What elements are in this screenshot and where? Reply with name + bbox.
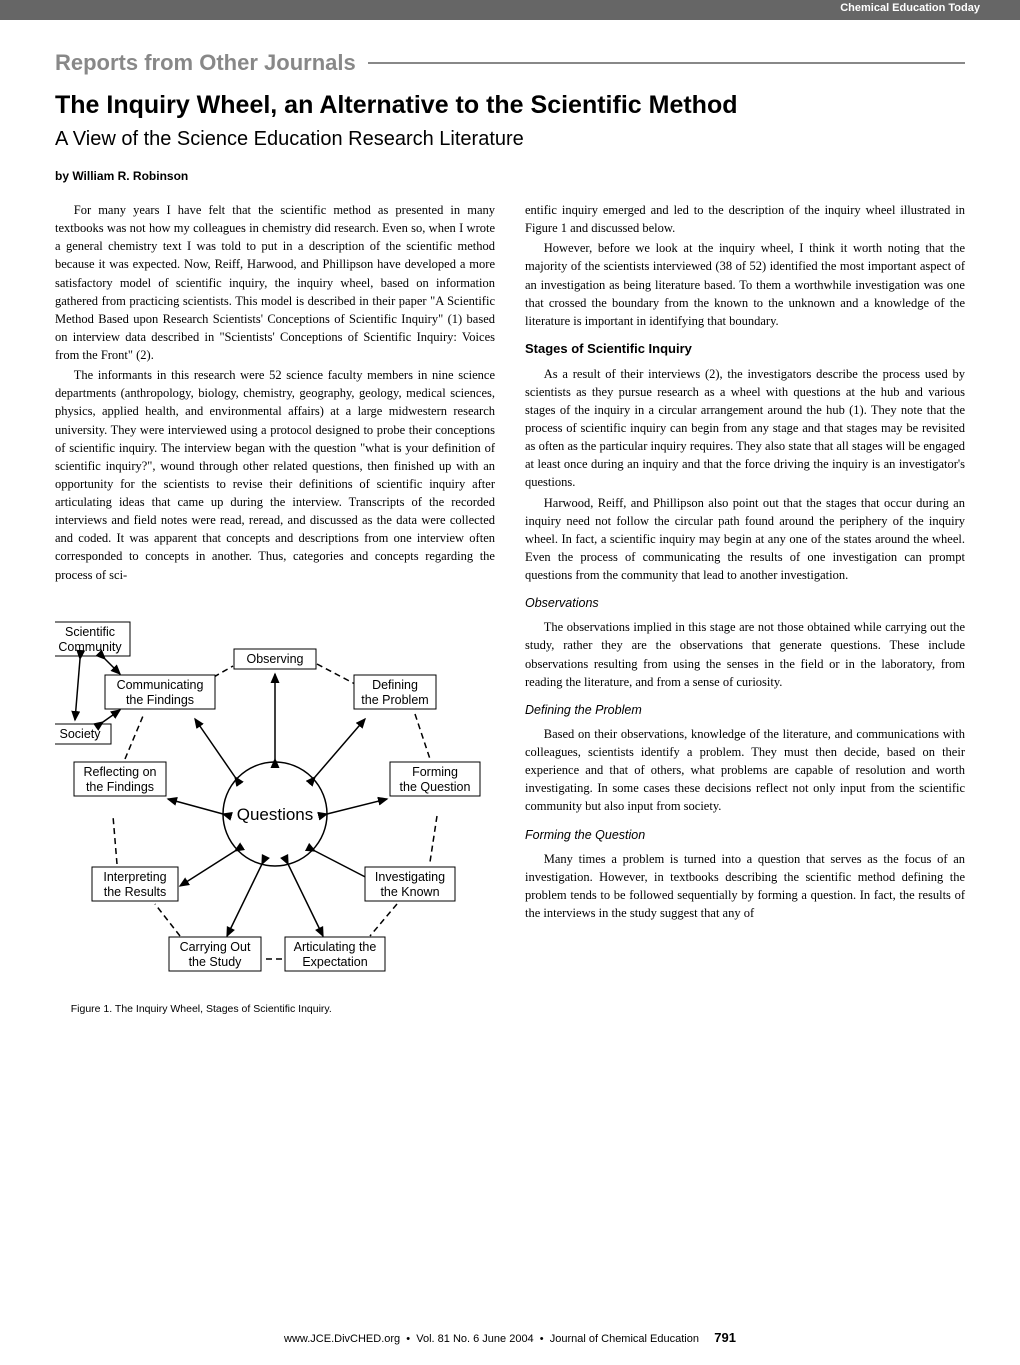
para-8: Based on their observations, knowledge o… xyxy=(525,725,965,816)
para-7: The observations implied in this stage a… xyxy=(525,618,965,691)
footer-page: 791 xyxy=(714,1330,736,1345)
para-3: entific inquiry emerged and led to the d… xyxy=(525,201,965,237)
node-defining: Defining the Problem xyxy=(354,675,436,709)
heading-defining: Defining the Problem xyxy=(525,701,965,719)
svg-text:Forming: Forming xyxy=(412,765,458,779)
journal-label: Chemical Education Today xyxy=(840,2,980,14)
heading-forming: Forming the Question xyxy=(525,826,965,844)
figure-1-caption: Figure 1. The Inquiry Wheel, Stages of S… xyxy=(55,1002,495,1017)
svg-text:Communicating: Communicating xyxy=(117,678,204,692)
para-2: The informants in this research were 52 … xyxy=(55,366,495,584)
para-1: For many years I have felt that the scie… xyxy=(55,201,495,364)
page-content: Reports from Other Journals The Inquiry … xyxy=(0,20,1020,1037)
footer-journal: Journal of Chemical Education xyxy=(550,1333,699,1345)
section-line xyxy=(368,62,965,64)
node-reflecting: Reflecting on the Findings xyxy=(74,762,166,796)
node-scientific-community: Scientific Community xyxy=(55,622,130,656)
footer: www.JCE.DivCHED.org • Vol. 81 No. 6 June… xyxy=(0,1330,1020,1345)
svg-text:the Problem: the Problem xyxy=(361,693,428,707)
svg-text:the Question: the Question xyxy=(400,780,471,794)
heading-observations: Observations xyxy=(525,594,965,612)
svg-text:Reflecting on: Reflecting on xyxy=(84,765,157,779)
node-communicating: Communicating the Findings xyxy=(105,675,215,709)
body-columns: For many years I have felt that the scie… xyxy=(55,201,965,1017)
svg-text:Scientific: Scientific xyxy=(65,625,115,639)
arrow-society-comm xyxy=(103,710,120,722)
node-articulating: Articulating the Expectation xyxy=(285,937,385,971)
article-title: The Inquiry Wheel, an Alternative to the… xyxy=(55,91,965,120)
node-observing: Observing xyxy=(234,649,316,669)
inquiry-wheel-figure: Questions xyxy=(55,604,495,994)
arrow-sci-comm xyxy=(105,659,120,674)
para-9: Many times a problem is turned into a qu… xyxy=(525,850,965,923)
section-rule: Reports from Other Journals xyxy=(55,50,965,76)
section-title: Reports from Other Journals xyxy=(55,50,368,76)
arrow-sci-society xyxy=(75,659,80,720)
node-interpreting: Interpreting the Results xyxy=(92,867,178,901)
byline: by William R. Robinson xyxy=(55,169,965,183)
hub-label: Questions xyxy=(237,805,314,824)
svg-text:the Known: the Known xyxy=(380,885,439,899)
svg-text:Investigating: Investigating xyxy=(375,870,445,884)
svg-text:Observing: Observing xyxy=(247,652,304,666)
footer-vol: Vol. 81 No. 6 June 2004 xyxy=(416,1333,533,1345)
svg-text:Community: Community xyxy=(58,640,122,654)
node-carrying: Carrying Out the Study xyxy=(169,937,261,971)
svg-text:the Study: the Study xyxy=(189,955,243,969)
svg-text:Carrying Out: Carrying Out xyxy=(180,940,251,954)
footer-url: www.JCE.DivCHED.org xyxy=(284,1333,400,1345)
svg-text:Defining: Defining xyxy=(372,678,418,692)
para-4: However, before we look at the inquiry w… xyxy=(525,239,965,330)
svg-text:Society: Society xyxy=(60,727,102,741)
heading-stages: Stages of Scientific Inquiry xyxy=(525,340,965,359)
header-bar: Chemical Education Today xyxy=(0,0,1020,20)
node-forming: Forming the Question xyxy=(390,762,480,796)
svg-text:Expectation: Expectation xyxy=(302,955,367,969)
svg-text:the Findings: the Findings xyxy=(126,693,194,707)
para-6: Harwood, Reiff, and Phillipson also poin… xyxy=(525,494,965,585)
figure-1-container: Questions xyxy=(55,604,495,1017)
svg-text:the Results: the Results xyxy=(104,885,167,899)
svg-text:Articulating the: Articulating the xyxy=(294,940,377,954)
para-5: As a result of their interviews (2), the… xyxy=(525,365,965,492)
node-investigating: Investigating the Known xyxy=(365,867,455,901)
node-society: Society xyxy=(55,724,111,744)
svg-text:Interpreting: Interpreting xyxy=(103,870,166,884)
article-subtitle: A View of the Science Education Research… xyxy=(55,128,965,151)
inquiry-wheel-svg: Questions xyxy=(55,604,495,994)
svg-text:the Findings: the Findings xyxy=(86,780,154,794)
